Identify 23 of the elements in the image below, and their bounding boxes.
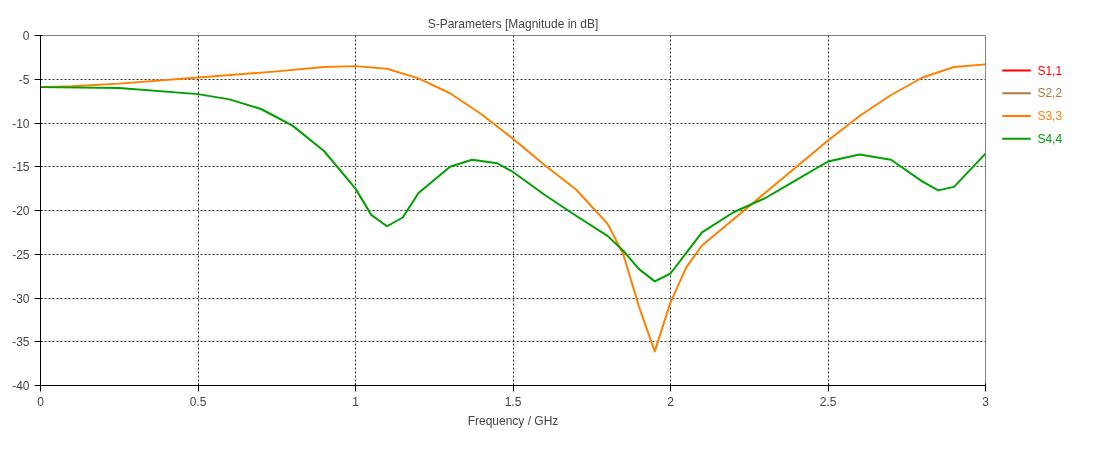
- legend-label: S2,2: [1037, 86, 1063, 101]
- y-tick-label: -20: [12, 204, 30, 218]
- x-axis-title: Frequency / GHz: [467, 413, 559, 428]
- y-tick-label: -15: [12, 160, 30, 175]
- y-tick-label: -30: [12, 291, 30, 306]
- y-tick-label: -5: [18, 72, 30, 87]
- x-tick-label: 2.5: [819, 394, 837, 409]
- x-tick-label: 0.5: [189, 394, 207, 409]
- x-tick-label: 1: [352, 394, 360, 409]
- line-series: [40, 86, 986, 283]
- chart-title: S-Parameters [Magnitude in dB]: [427, 16, 599, 31]
- y-tick-label: -40: [12, 379, 30, 393]
- x-tick-label: 0: [37, 394, 45, 409]
- legend-label: S1,1: [1037, 63, 1063, 78]
- legend-label: S3,3: [1037, 109, 1063, 123]
- legend-label: S4,4: [1037, 131, 1063, 146]
- x-tick-label: 2: [667, 394, 675, 409]
- x-tick-label: 3: [982, 394, 990, 409]
- y-tick-label: -10: [12, 116, 30, 131]
- y-tick-label: 0: [22, 29, 30, 43]
- y-tick-label: -35: [12, 335, 30, 350]
- y-tick-label: -25: [12, 247, 30, 262]
- x-tick-label: 1.5: [504, 394, 522, 409]
